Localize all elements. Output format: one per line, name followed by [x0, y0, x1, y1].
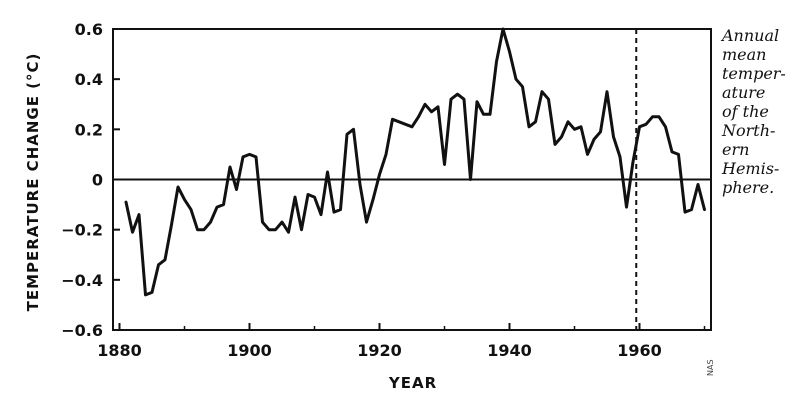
caption-line: phere. — [722, 178, 775, 197]
source-credit: NAS — [706, 359, 715, 376]
caption-line: mean — [722, 45, 767, 64]
temperature-series-line — [124, 27, 706, 297]
y-tick-label: 0.2 — [75, 120, 103, 139]
y-axis-ticks: 0.6 0.4 0.2 0 −0.2 −0.4 −0.6 — [61, 20, 120, 340]
y-tick-label: −0.6 — [61, 321, 103, 340]
reference-lines — [113, 29, 711, 330]
x-tick-label: 1880 — [97, 341, 142, 360]
figure-caption: Annual mean temper- ature of the North- … — [722, 26, 798, 197]
caption-line: temper- — [722, 64, 786, 83]
caption-line: ature — [722, 83, 766, 102]
x-tick-label: 1920 — [357, 341, 402, 360]
x-tick-label: 1960 — [617, 341, 662, 360]
series-layer — [124, 27, 706, 297]
x-tick-label: 1900 — [227, 341, 272, 360]
caption-line: Annual — [722, 26, 780, 45]
y-tick-label: 0.4 — [75, 70, 103, 89]
caption-line: North- — [722, 121, 776, 140]
x-tick-label: 1940 — [487, 341, 532, 360]
x-axis-ticks: 1880 1900 1920 1940 1960 — [97, 323, 706, 360]
y-tick-label: 0 — [92, 171, 103, 190]
caption-line: of the — [722, 102, 769, 121]
y-axis-title: TEMPERATURE CHANGE (°C) — [24, 53, 42, 312]
caption-line: Hemis- — [722, 159, 780, 178]
y-tick-label: −0.4 — [61, 271, 103, 290]
y-tick-label: −0.2 — [61, 221, 103, 240]
caption-line: ern — [722, 140, 750, 159]
x-axis-title: YEAR — [388, 374, 437, 392]
y-tick-label: 0.6 — [75, 20, 103, 39]
